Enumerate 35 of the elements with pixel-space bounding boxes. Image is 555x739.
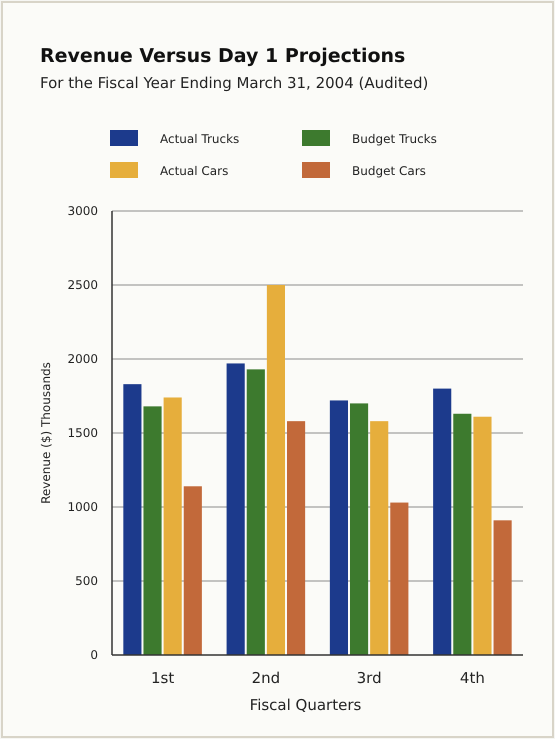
bar	[330, 400, 348, 655]
chart-title: Revenue Versus Day 1 Projections	[40, 45, 406, 67]
bar	[246, 369, 265, 655]
y-axis-title: Revenue ($) Thousands	[39, 362, 53, 504]
y-tick-label: 2500	[67, 278, 98, 292]
y-tick-label: 2000	[67, 352, 98, 366]
bar	[350, 403, 368, 655]
legend-label: Actual Trucks	[160, 132, 240, 146]
bar	[453, 414, 472, 655]
y-tick-label: 1500	[67, 426, 98, 440]
bar	[164, 397, 182, 655]
bar	[266, 285, 286, 655]
x-axis-title: Fiscal Quarters	[250, 696, 362, 714]
y-tick-label: 1000	[67, 500, 98, 514]
x-tick-label: 2nd	[252, 669, 280, 687]
chart-subtitle: For the Fiscal Year Ending March 31, 2004 (Audited)	[40, 74, 428, 92]
bar	[370, 421, 388, 655]
y-tick-label: 0	[90, 648, 98, 662]
bar	[473, 416, 492, 655]
bar	[287, 421, 306, 655]
y-tick-label: 3000	[67, 204, 98, 218]
legend-label: Budget Cars	[352, 164, 426, 178]
x-tick-label: 4th	[460, 669, 485, 687]
legend-label: Actual Cars	[160, 164, 228, 178]
legend-label: Budget Trucks	[352, 132, 437, 146]
bar	[226, 363, 245, 655]
x-tick-label: 1st	[150, 669, 174, 687]
x-tick-label: 3rd	[356, 669, 382, 687]
bar	[390, 502, 408, 655]
bar	[143, 406, 162, 655]
y-tick-label: 500	[75, 574, 98, 588]
bar	[433, 388, 452, 655]
bar	[123, 384, 142, 655]
bar	[494, 520, 512, 655]
bar	[184, 486, 202, 655]
